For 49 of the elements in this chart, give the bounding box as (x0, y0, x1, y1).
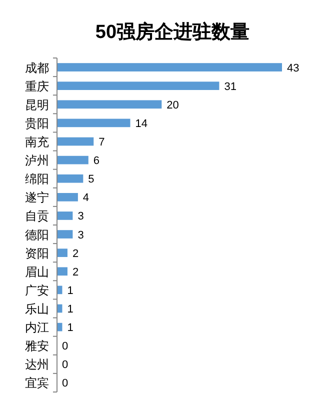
bar (57, 248, 68, 258)
y-tick-label: 泸州 (25, 154, 49, 168)
y-tick-label: 眉山 (25, 264, 49, 279)
y-tick-label: 雅安 (25, 339, 49, 354)
y-tick-label: 成都 (25, 60, 49, 75)
y-tick-label: 自贡 (25, 209, 49, 224)
data-label: 3 (78, 229, 84, 242)
y-tick-label: 乐山 (25, 302, 49, 316)
data-label: 14 (135, 118, 148, 130)
y-tick-label: 绵阳 (25, 172, 49, 186)
y-tick-label: 资阳 (25, 246, 49, 260)
bar (57, 82, 220, 90)
bar (57, 63, 282, 72)
data-label: 1 (67, 322, 74, 334)
data-label: 3 (78, 210, 84, 223)
data-label: 4 (82, 192, 90, 204)
data-label: 0 (62, 378, 68, 390)
y-tick-label: 昆明 (25, 98, 49, 112)
bar (57, 100, 162, 109)
y-tick-label: 达州 (25, 358, 49, 372)
y-tick-label: 德阳 (25, 228, 49, 242)
data-label: 43 (287, 62, 300, 74)
y-tick-label: 内江 (25, 320, 49, 335)
y-tick-label: 宜宾 (25, 376, 49, 390)
data-label: 0 (62, 340, 68, 353)
data-label: 1 (67, 304, 74, 316)
bar (57, 156, 88, 164)
y-tick-label: 广安 (25, 283, 49, 298)
y-tick-label: 贵阳 (25, 116, 49, 130)
data-label: 2 (72, 248, 79, 260)
data-label: 2 (72, 266, 79, 278)
data-label: 1 (67, 284, 74, 297)
y-tick-label: 重庆 (25, 79, 49, 94)
bar (57, 192, 78, 202)
bar (57, 174, 84, 183)
y-tick-label: 遂宁 (25, 190, 49, 205)
bar (57, 230, 73, 238)
data-label: 31 (224, 80, 236, 93)
bar (57, 212, 73, 220)
bar (57, 118, 130, 128)
data-label: 5 (88, 174, 94, 186)
data-label: 0 (62, 359, 68, 372)
data-label: 20 (166, 99, 179, 112)
y-tick-label: 南充 (25, 135, 49, 149)
bar (57, 137, 94, 146)
chart-title: 50强房企进驻数量 (95, 21, 250, 43)
bar (57, 267, 68, 276)
data-label: 7 (98, 136, 105, 148)
data-label: 6 (93, 155, 100, 168)
